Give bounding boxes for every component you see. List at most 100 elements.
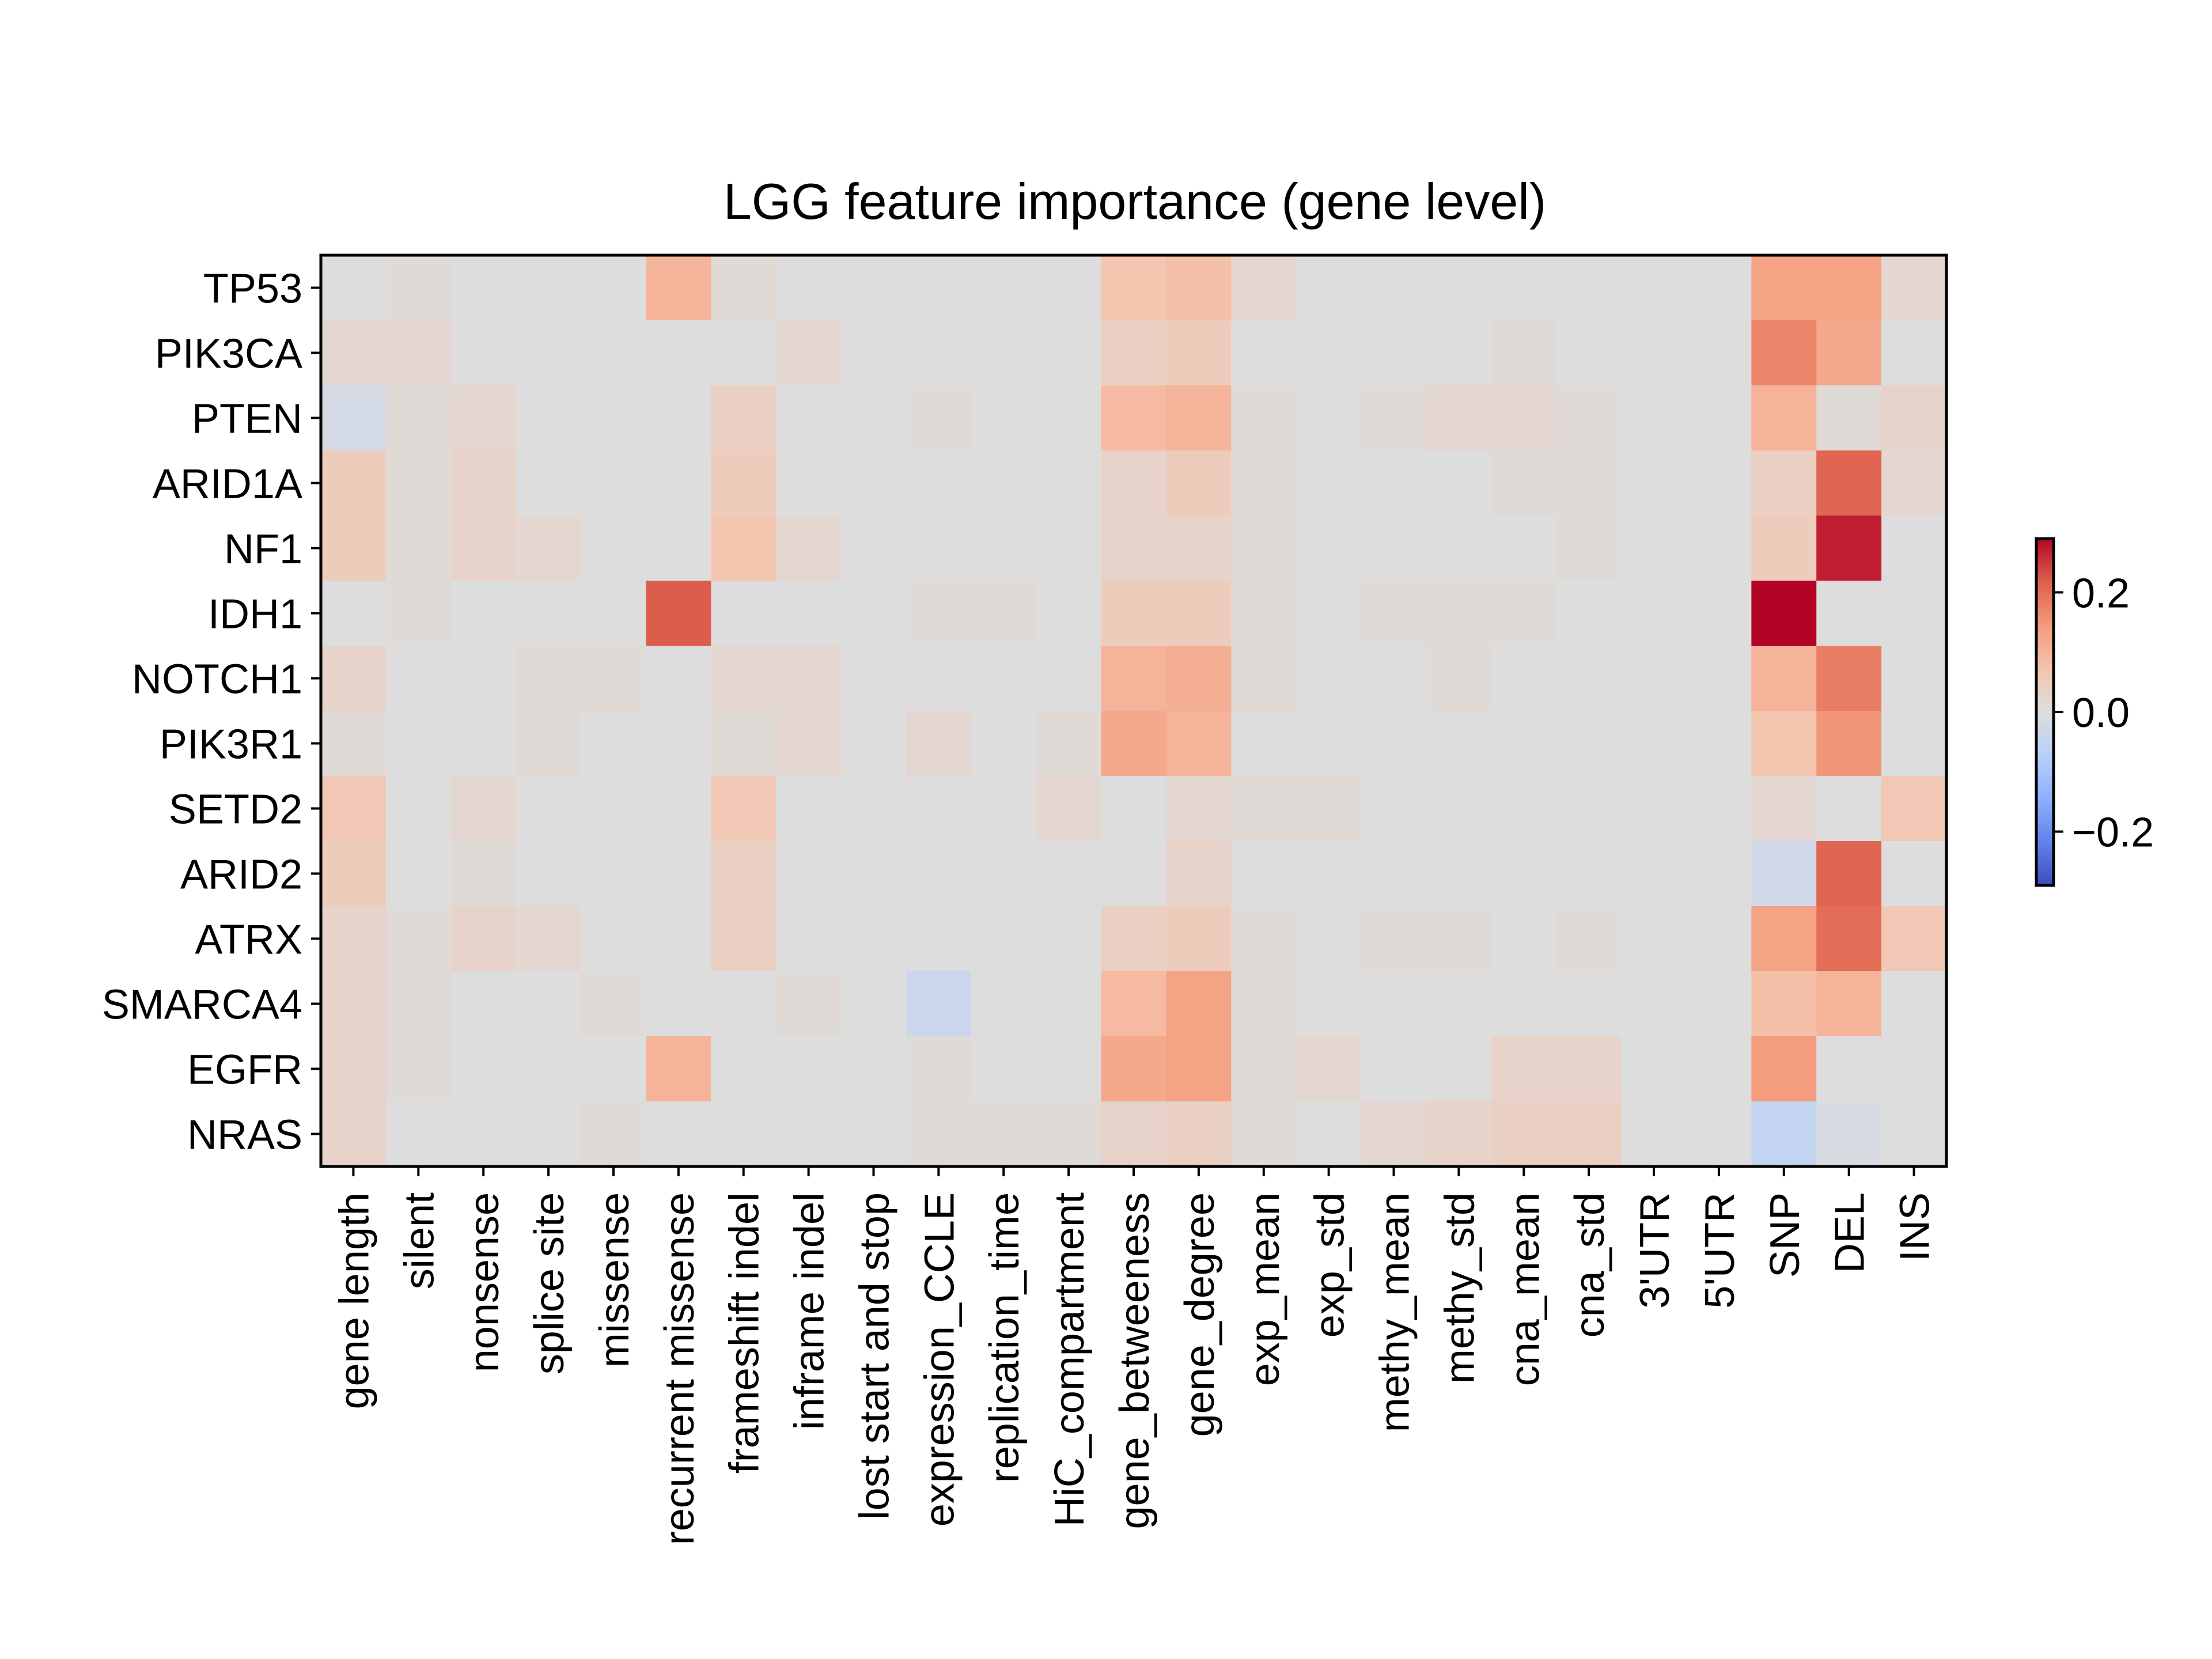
heatmap-cell: [971, 906, 1037, 972]
heatmap-cell: [1621, 581, 1687, 646]
heatmap-cell: [841, 1036, 907, 1102]
heatmap-cell: [450, 646, 517, 711]
heatmap-cell: [385, 255, 452, 321]
heatmap-cell: [1621, 646, 1687, 711]
heatmap-cell: [1231, 581, 1297, 646]
heatmap-cell: [646, 841, 711, 907]
heatmap-cell: [581, 1036, 646, 1102]
heatmap-cell: [1426, 1101, 1492, 1167]
heatmap-cell: [1816, 646, 1882, 711]
heatmap-cell: [581, 841, 646, 907]
heatmap-cell: [1426, 646, 1492, 711]
heatmap-cell: [906, 1101, 972, 1167]
heatmap-cell: [711, 385, 777, 451]
heatmap-cell: [1166, 841, 1232, 907]
heatmap-cell: [1491, 1036, 1557, 1102]
x-tick-label: cna_std: [1567, 1192, 1613, 1338]
heatmap-cell: [1231, 711, 1297, 777]
heatmap-cell: [1361, 255, 1427, 321]
heatmap-cell: [516, 841, 582, 907]
heatmap-cell: [1101, 711, 1167, 777]
heatmap-cell: [1231, 906, 1297, 972]
heatmap-cell: [1166, 255, 1232, 321]
heatmap-cell: [1751, 646, 1817, 711]
heatmap-cell: [1036, 320, 1102, 386]
heatmap-cell: [450, 581, 517, 646]
heatmap-cell: [971, 385, 1037, 451]
y-tick-label: NOTCH1: [132, 657, 302, 703]
heatmap-cell: [1686, 1101, 1752, 1167]
heatmap-cell: [1621, 255, 1687, 321]
heatmap-cell: [321, 516, 387, 581]
heatmap-cell: [841, 841, 907, 907]
heatmap-cell: [581, 1101, 646, 1167]
heatmap-cell: [450, 906, 517, 972]
heatmap-cell: [646, 320, 711, 386]
heatmap-cell: [1556, 1036, 1622, 1102]
heatmap-cell: [711, 711, 777, 777]
heatmap-cell: [1361, 711, 1427, 777]
x-tick-label: gene_betweeness: [1112, 1192, 1158, 1529]
heatmap-cell: [1816, 841, 1882, 907]
heatmap-cell: [1686, 1036, 1752, 1102]
heatmap-cell: [321, 450, 387, 516]
heatmap-cell: [1556, 320, 1622, 386]
x-tick-label: methy_std: [1437, 1192, 1483, 1384]
heatmap-cell: [1296, 906, 1362, 972]
heatmap-cell: [1426, 255, 1492, 321]
heatmap-cell: [385, 1101, 452, 1167]
heatmap-cell: [1621, 971, 1687, 1037]
heatmap-cell: [1166, 450, 1232, 516]
heatmap-cell: [1101, 255, 1167, 321]
heatmap-cell: [971, 581, 1037, 646]
heatmap-cell: [516, 581, 582, 646]
heatmap-cell: [450, 841, 517, 907]
heatmap-cell: [776, 1036, 842, 1102]
heatmap-cell: [1751, 385, 1817, 451]
y-tick-label: IDH1: [208, 592, 302, 638]
heatmap-cell: [776, 776, 842, 842]
heatmap-cell: [1816, 255, 1882, 321]
heatmap-cell: [1491, 516, 1557, 581]
heatmap-cell: [646, 385, 711, 451]
heatmap-cell: [1426, 971, 1492, 1037]
heatmap-cell: [646, 255, 711, 321]
heatmap-cell: [1361, 1101, 1427, 1167]
y-tick-label: PIK3R1: [160, 722, 302, 768]
x-tick-label: 5'UTR: [1697, 1192, 1743, 1309]
heatmap-cell: [971, 1101, 1037, 1167]
heatmap-cell: [711, 320, 777, 386]
heatmap-cell: [321, 776, 387, 842]
heatmap-cell: [1426, 450, 1492, 516]
heatmap-cell: [321, 971, 387, 1037]
heatmap-cell: [1296, 1101, 1362, 1167]
heatmap-cell: [1101, 1101, 1167, 1167]
heatmap-cell: [1361, 516, 1427, 581]
heatmap-cell: [1231, 385, 1297, 451]
heatmap-cell: [1361, 581, 1427, 646]
heatmap-cell: [1426, 385, 1492, 451]
heatmap-cell: [1296, 385, 1362, 451]
heatmap-cell: [1491, 841, 1557, 907]
heatmap-cell: [776, 646, 842, 711]
heatmap-cell: [1361, 385, 1427, 451]
heatmap-cell: [1556, 776, 1622, 842]
heatmap-cell: [450, 776, 517, 842]
heatmap-cell: [1101, 841, 1167, 907]
heatmap-cell: [776, 255, 842, 321]
heatmap-cell: [1491, 450, 1557, 516]
x-tick-label: INS: [1892, 1192, 1938, 1262]
heatmap-cell: [1491, 906, 1557, 972]
heatmap-cell: [1556, 516, 1622, 581]
heatmap-cell: [516, 646, 582, 711]
colorbar-tick-label: −0.2: [2072, 810, 2154, 856]
heatmap-cell: [1426, 841, 1492, 907]
heatmap-cell: [321, 711, 387, 777]
heatmap-cell: [646, 450, 711, 516]
heatmap-cell: [516, 516, 582, 581]
heatmap-cell: [1296, 841, 1362, 907]
heatmap-cell: [1166, 1036, 1232, 1102]
heatmap-cell: [1816, 971, 1882, 1037]
heatmap-cell: [1816, 1036, 1882, 1102]
heatmap-cell: [516, 385, 582, 451]
